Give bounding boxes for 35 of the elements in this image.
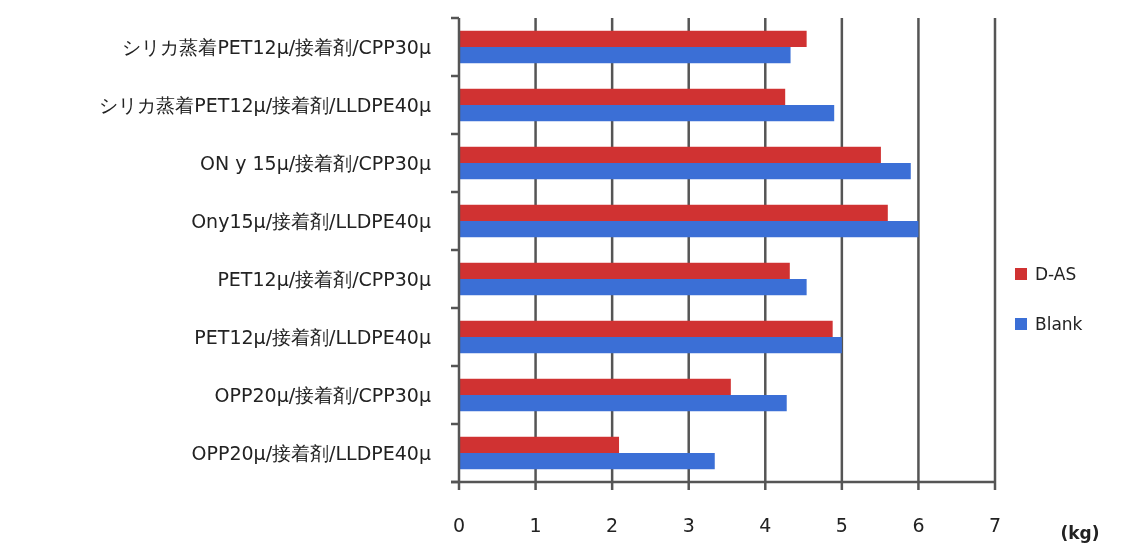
x-axis-title: (kg) bbox=[1060, 523, 1100, 543]
bar bbox=[459, 163, 911, 180]
y-tick-label: ON y 15μ/接着剤/CPP30μ bbox=[199, 152, 431, 174]
y-tick-label: シリカ蒸着PET12μ/接着剤/CPP30μ bbox=[122, 36, 431, 58]
bar bbox=[459, 221, 919, 238]
x-tick-label: 4 bbox=[759, 514, 772, 536]
bar bbox=[459, 453, 715, 470]
y-tick-label: Ony15μ/接着剤/LLDPE40μ bbox=[191, 210, 431, 232]
bar bbox=[459, 30, 807, 47]
y-tick-label: シリカ蒸着PET12μ/接着剤/LLDPE40μ bbox=[99, 94, 431, 116]
bar bbox=[459, 146, 881, 163]
y-tick-label: OPP20μ/接着剤/CPP30μ bbox=[214, 384, 431, 406]
x-tick-label: 3 bbox=[682, 514, 695, 536]
x-tick-label: 5 bbox=[835, 514, 848, 536]
bar bbox=[459, 279, 807, 296]
y-tick-label: PET12μ/接着剤/LLDPE40μ bbox=[194, 326, 431, 348]
bar bbox=[459, 378, 731, 395]
x-tick-label: 2 bbox=[606, 514, 619, 536]
bar bbox=[459, 88, 786, 105]
bar bbox=[459, 395, 787, 412]
bar bbox=[459, 320, 833, 337]
x-tick-label: 1 bbox=[529, 514, 542, 536]
bar bbox=[459, 47, 791, 64]
x-tick-label: 7 bbox=[988, 514, 1002, 536]
x-tick-label: 6 bbox=[912, 514, 925, 536]
bar bbox=[459, 105, 835, 122]
y-tick-label: PET12μ/接着剤/CPP30μ bbox=[217, 268, 431, 290]
y-tick-label: OPP20μ/接着剤/LLDPE40μ bbox=[191, 442, 431, 464]
legend-label: D-AS bbox=[1035, 264, 1077, 284]
bar bbox=[459, 436, 620, 453]
legend-label: Blank bbox=[1035, 314, 1083, 334]
x-tick-label: 0 bbox=[452, 514, 466, 536]
bar bbox=[459, 337, 842, 354]
bar bbox=[459, 204, 888, 221]
bar bbox=[459, 262, 790, 279]
